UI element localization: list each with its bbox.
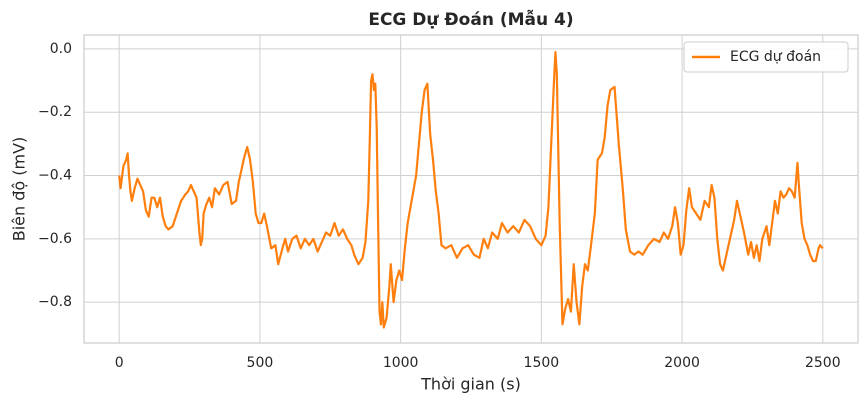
chart-title: ECG Dự Đoán (Mẫu 4) <box>368 8 573 30</box>
legend: ECG dự đoán <box>683 41 849 73</box>
legend-box <box>683 41 849 73</box>
legend-label: ECG dự đoán <box>730 49 821 65</box>
y-tick-label: 0.0 <box>50 41 72 57</box>
y-tick-label: −0.8 <box>38 294 72 310</box>
y-tick-label: −0.4 <box>38 168 72 184</box>
y-axis-label: Biên độ (mV) <box>10 137 29 242</box>
x-tick-label: 2000 <box>664 355 700 371</box>
x-tick-label: 500 <box>247 355 274 371</box>
x-tick-label: 2500 <box>805 355 841 371</box>
x-axis-label: Thời gian (s) <box>420 375 521 394</box>
y-tick-label: −0.6 <box>38 231 72 247</box>
x-tick-label: 1000 <box>383 355 419 371</box>
plot-frame <box>83 34 859 344</box>
y-tick-label: −0.2 <box>38 104 72 120</box>
data-line <box>118 50 824 329</box>
x-tick-label: 0 <box>115 355 124 371</box>
x-tick-label: 1500 <box>524 355 560 371</box>
